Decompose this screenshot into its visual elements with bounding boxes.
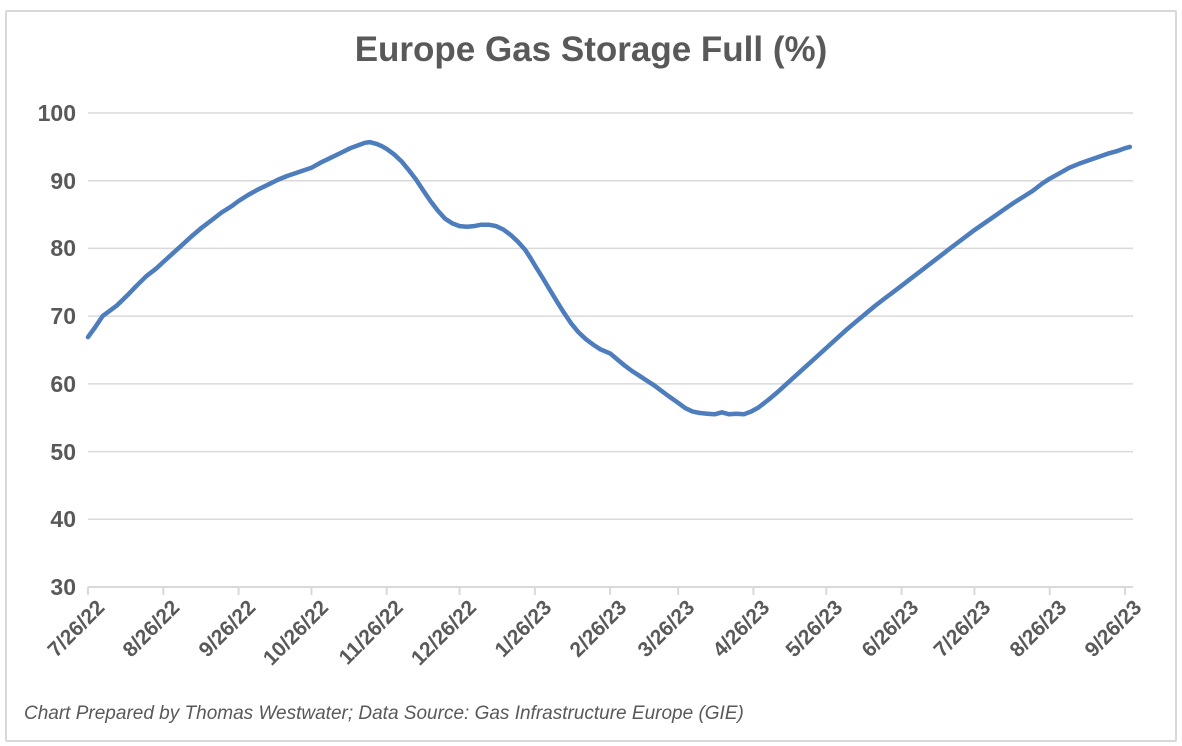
y-tick-label: 90	[50, 167, 76, 194]
chart-footnote: Chart Prepared by Thomas Westwater; Data…	[24, 703, 744, 724]
chart-border-frame	[5, 10, 1177, 742]
y-tick-label: 80	[50, 235, 76, 262]
storage-series-line	[85, 139, 1133, 417]
y-tick-label: 100	[37, 100, 76, 126]
y-tick-label: 60	[50, 370, 76, 397]
chart-title: Europe Gas Storage Full (%)	[354, 30, 828, 69]
y-tick-label: 70	[50, 303, 76, 330]
y-tick-label: 30	[50, 574, 76, 600]
y-tick-label: 50	[50, 438, 76, 465]
y-tick-label: 40	[50, 506, 76, 533]
